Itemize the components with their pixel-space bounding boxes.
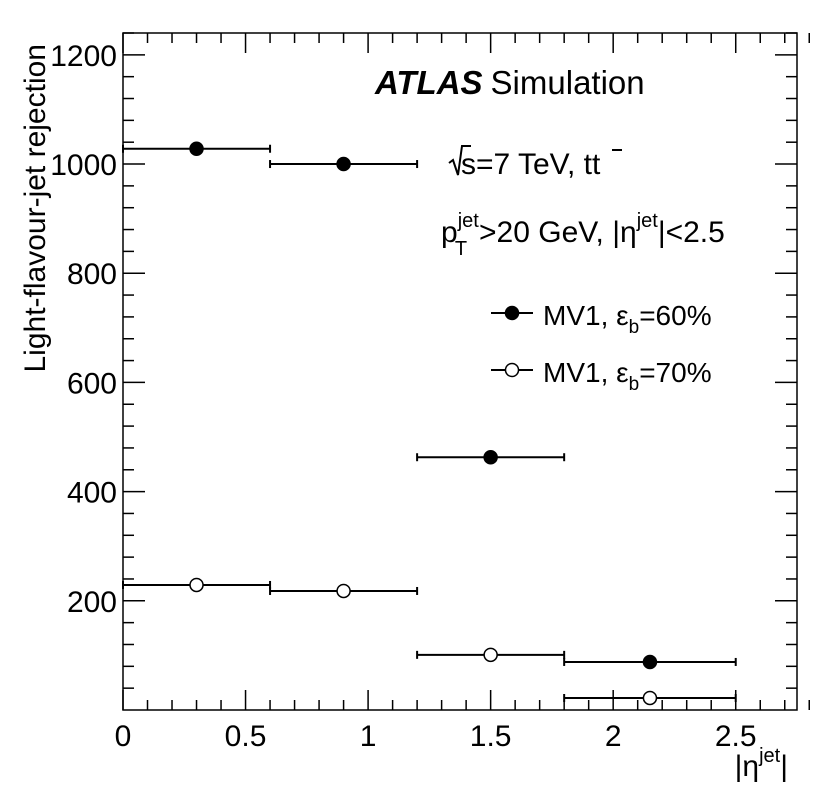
y-tick-label: 1200 <box>50 40 117 73</box>
x-tick-label: 0.5 <box>225 720 267 753</box>
energy-annotation-text: s=7 TeV, t <box>461 148 593 181</box>
data-series <box>122 141 737 706</box>
legend-marker-open-icon <box>504 362 520 378</box>
x-tick-label: 2.5 <box>715 720 757 753</box>
cut-p-sub: T <box>455 238 467 260</box>
x-axis-title-eta: |η <box>735 750 759 783</box>
y-tick-label: 600 <box>67 367 117 400</box>
x-axis-title: |ηjet| <box>735 745 788 783</box>
legend-label-60: MV1, ε <box>543 300 629 331</box>
y-tick-label: 1000 <box>50 149 117 182</box>
data-point <box>642 654 658 670</box>
x-tick-label: 1 <box>360 720 377 753</box>
data-point <box>336 156 351 172</box>
axis-tick-labels: 0 0.5 1 1.5 2 2.5 200 400 600 800 1000 1200 <box>50 40 756 753</box>
data-point <box>336 583 351 599</box>
energy-annotation: s=7 TeV, tt <box>448 145 622 181</box>
cut-p-sup: jet <box>457 210 480 232</box>
cut-tail: |<2.5 <box>658 216 725 249</box>
data-point <box>483 449 498 465</box>
x-tick-label: 1.5 <box>470 720 512 753</box>
plot-border <box>122 32 798 711</box>
atlas-label: ATLAS Simulation <box>374 64 645 101</box>
cut-eta-sup: jet <box>636 210 659 232</box>
y-tick-label: 400 <box>67 477 117 510</box>
cut-annotation: pjet T >20 GeV, |ηjet|<2.5 <box>441 210 725 260</box>
atlas-label-suffix: Simulation <box>491 64 645 101</box>
legend-label-60-sub: b <box>629 317 640 338</box>
svg-text:MV1, εb=70%: MV1, εb=70% <box>543 357 712 395</box>
axis-ticks <box>122 32 811 710</box>
x-axis-title-close: | <box>780 750 788 783</box>
data-point <box>189 141 204 156</box>
cut-mid: >20 GeV, |η <box>479 216 637 249</box>
svg-text:MV1, εb=60%: MV1, εb=60% <box>543 300 712 338</box>
legend-label-70-tail: =70% <box>639 357 711 388</box>
sqrt-icon <box>448 145 471 176</box>
svg-text:s=7 TeV, tt: s=7 TeV, tt <box>461 148 601 181</box>
x-tick-label: 2 <box>605 720 622 753</box>
legend: MV1, εb=60% MV1, εb=70% <box>491 300 712 395</box>
y-tick-label: 800 <box>67 258 117 291</box>
series-eff-70 <box>122 577 737 706</box>
x-tick-label: 0 <box>115 720 132 753</box>
data-point <box>642 690 658 706</box>
legend-entry-70: MV1, εb=70% <box>491 357 712 395</box>
data-point <box>483 647 498 663</box>
legend-label-70-sub: b <box>629 374 640 395</box>
legend-entry-60: MV1, εb=60% <box>491 300 712 338</box>
series-eff-60 <box>122 141 737 670</box>
y-axis-title: Light-flavour-jet rejection <box>19 44 52 373</box>
data-point <box>189 577 204 593</box>
legend-label-70: MV1, ε <box>543 357 629 388</box>
plot-frame <box>122 32 798 711</box>
legend-marker-filled-icon <box>504 305 520 321</box>
cut-p: p <box>441 216 458 249</box>
x-axis-title-sup: jet <box>758 745 781 767</box>
y-tick-label: 200 <box>67 586 117 619</box>
legend-label-60-tail: =60% <box>639 300 711 331</box>
tbar-symbol: t <box>592 148 601 181</box>
atlas-label-bold: ATLAS <box>374 64 483 101</box>
